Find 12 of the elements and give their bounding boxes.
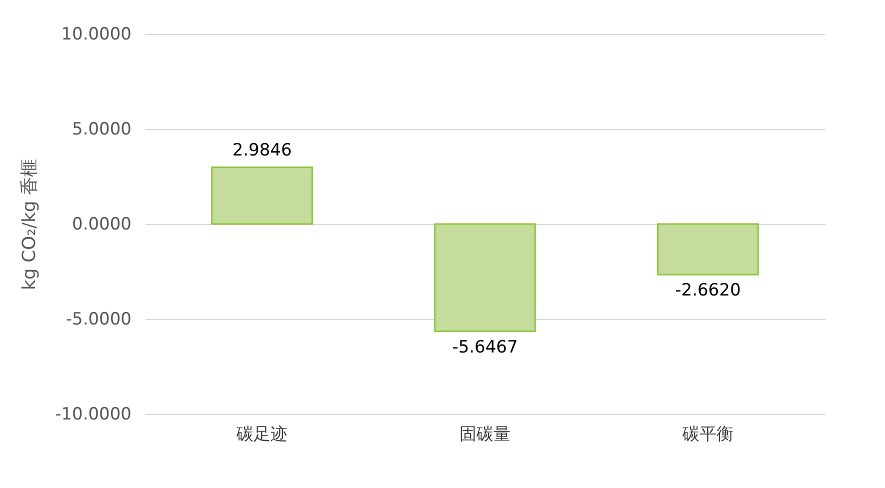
y-tick-label: 10.0000 — [61, 24, 132, 44]
y-tick-label: 0.0000 — [72, 214, 132, 234]
data-label: -5.6467 — [452, 337, 518, 358]
y-tick-label: -5.0000 — [66, 310, 132, 330]
x-tick-label: 碳平衡 — [681, 424, 734, 444]
y-axis-title: kg CO₂/kg 香榧 — [19, 158, 40, 290]
x-tick-label: 固碳量 — [460, 424, 510, 444]
y-tick-label: -10.0000 — [55, 404, 132, 424]
x-tick-label: 碳足迹 — [236, 424, 288, 444]
data-label: 2.9846 — [232, 140, 292, 160]
y-tick-label: 5.0000 — [72, 120, 132, 140]
data-label: -2.6620 — [675, 280, 741, 301]
